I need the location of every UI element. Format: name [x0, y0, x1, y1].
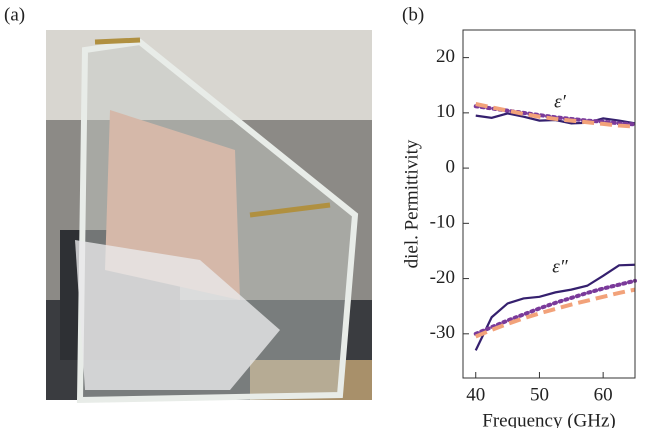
annotation: ε′ — [554, 91, 566, 112]
y-axis-label: diel. Permittivity — [401, 139, 422, 268]
y-tick-label: -30 — [430, 322, 455, 343]
y-tick-label: -20 — [430, 267, 455, 288]
x-axis-label: Frequency (GHz) — [482, 410, 615, 428]
panel-label: (b) — [402, 4, 424, 25]
x-tick-label: 50 — [530, 384, 549, 405]
series-line — [475, 102, 636, 129]
series-line — [473, 278, 637, 336]
y-tick-label: 0 — [446, 156, 456, 177]
annotation: ε″ — [552, 256, 568, 277]
plot-frame — [462, 29, 636, 379]
y-tick-label: 20 — [436, 46, 455, 67]
panel-label: (a) — [4, 4, 25, 25]
y-tick-label: -10 — [430, 212, 455, 233]
x-tick-label: 60 — [594, 384, 613, 405]
x-tick-label: 40 — [466, 384, 485, 405]
series-line — [474, 287, 636, 339]
y-tick-label: 10 — [436, 101, 455, 122]
photo — [46, 30, 372, 404]
series-line — [474, 263, 636, 351]
